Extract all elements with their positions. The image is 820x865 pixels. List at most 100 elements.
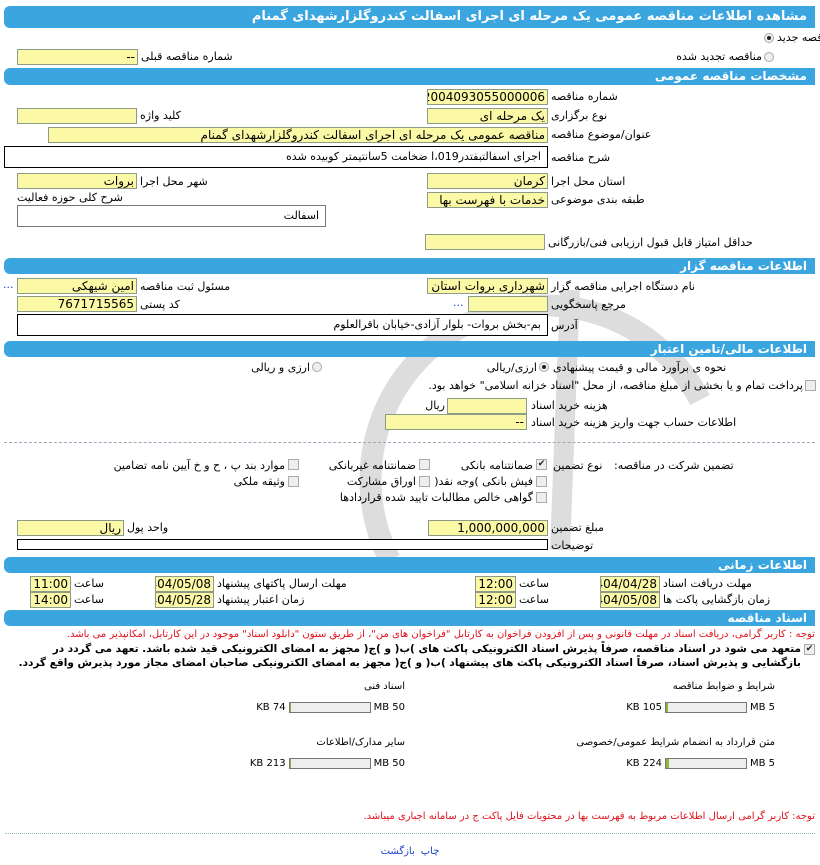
- commit-text-line1: متعهد می شود در اسناد مناقصه، صرفاً پذیر…: [52, 643, 801, 669]
- prev-number-field: --: [17, 49, 138, 65]
- radio-new-tender[interactable]: [764, 33, 774, 43]
- notes-field: [17, 539, 548, 550]
- submit-deadline-label: مهلت ارسال پاکتهای پیشنهاد: [217, 577, 347, 590]
- guarantee-property-checkbox[interactable]: [288, 476, 299, 487]
- file-max: 5 MB: [749, 702, 775, 713]
- reference-label: مرجع پاسخگویی: [551, 298, 626, 311]
- new-tender-label: مناقصه جدید: [777, 31, 820, 44]
- file-size: 74 KB: [256, 702, 286, 713]
- address-label: آدرس: [551, 319, 578, 332]
- guarantee-bank-checkbox[interactable]: ✔: [536, 459, 547, 470]
- reference-more-link[interactable]: ...: [453, 296, 464, 309]
- opening-time-field: 12:00: [475, 592, 516, 608]
- treasury-checkbox[interactable]: [805, 380, 816, 391]
- tender-desc-field: اجرای اسفالتبفتدر019،ا ضخامت 5سانتیمتر ک…: [4, 146, 548, 168]
- guarantee-option-label: گواهی خالص مطالبات تایید شده قراردادها: [339, 491, 533, 504]
- radio-currency-and-rial[interactable]: [312, 362, 322, 372]
- renewed-tender-label: مناقصه تجدید شده: [676, 50, 762, 63]
- registrar-more-link[interactable]: ...: [3, 278, 14, 291]
- file-size-bar: [664, 758, 747, 769]
- file-size-bar: [288, 702, 371, 713]
- tender-number-label: شماره مناقصه: [551, 90, 618, 103]
- guarantee-amount-field: 1,000,000,000: [428, 520, 548, 536]
- doc-cost-field: [447, 398, 527, 414]
- activity-label: شرح کلی حوزه فعالیت: [17, 191, 123, 204]
- tender-title-label: عنوان/موضوع مناقصه: [551, 128, 652, 141]
- doc-deadline-field: 1404/04/28: [600, 576, 660, 592]
- hour-label: ساعت: [74, 593, 104, 606]
- registrar-label: مسئول ثبت مناقصه: [140, 280, 231, 293]
- doc-cost-label: هزینه خرید اسناد: [531, 399, 608, 412]
- submit-deadline-field: 1404/05/08: [155, 576, 214, 592]
- guarantee-option-label: ضمانتنامه بانکی: [460, 459, 533, 472]
- doc-deadline-label: مهلت دریافت اسناد: [663, 577, 752, 590]
- postal-label: کد پستی: [140, 298, 180, 311]
- activity-field: اسفالت: [17, 205, 326, 227]
- commit-text-line2: صرفاً اسناد الکترونیکی پاکت های پیشنهاد …: [18, 657, 665, 669]
- file-item: متن قرارداد به انضمام شرایط عمومی/خصوصی …: [405, 736, 775, 792]
- hour-label: ساعت: [519, 593, 549, 606]
- address-field: بم-بخش بروات- بلوار آزادی-خیابان باقرالع…: [17, 314, 548, 336]
- guarantee-option-label: فیش بانکی )وجه نقد(: [434, 475, 533, 488]
- prev-number-label: شماره مناقصه قبلی: [141, 50, 233, 63]
- guarantee-cash-checkbox[interactable]: [536, 476, 547, 487]
- city-field: بروات: [17, 173, 137, 189]
- guarantee-clauses-checkbox[interactable]: [288, 459, 299, 470]
- file-max: 5 MB: [749, 758, 775, 769]
- file-size: 105 KB: [626, 702, 662, 713]
- min-score-field: [425, 234, 545, 250]
- min-score-label: حداقل امتیاز قابل قبول ارزیابی فنی/بازرگ…: [548, 236, 753, 249]
- validity-field: 1404/05/28: [155, 592, 214, 608]
- province-field: کرمان: [427, 173, 548, 189]
- account-label: اطلاعات حساب جهت واریز هزینه خرید اسناد: [531, 416, 737, 429]
- section-general: مشخصات مناقصه عمومی: [4, 68, 815, 85]
- guarantee-option-label: ضمانتنامه غیربانکی: [328, 459, 416, 472]
- radio-rial[interactable]: [539, 362, 549, 372]
- keyword-label: کلید واژه: [140, 109, 181, 122]
- opening-label: زمان بازگشایی پاکت ها: [663, 593, 771, 606]
- guarantee-receivables-checkbox[interactable]: [536, 492, 547, 503]
- guarantee-amount-label: مبلغ تضمین: [551, 521, 604, 534]
- divider: [5, 833, 815, 834]
- postal-field: 7671715565: [17, 296, 137, 312]
- file-item: اسناد فنی 50 MB 74 KB: [35, 680, 405, 736]
- currency-field: ریال: [17, 520, 124, 536]
- hour-label: ساعت: [519, 577, 549, 590]
- guarantee-option-label: موارد بند پ ، ح و خ آیین نامه تضامین: [113, 459, 285, 472]
- org-label: نام دستگاه اجرایی مناقصه گزار: [551, 280, 695, 293]
- category-label: طبقه بندی موضوعی: [551, 193, 645, 206]
- divider: [4, 442, 815, 443]
- tender-type-label: نوع برگزاری: [551, 109, 608, 122]
- reference-field: [468, 296, 548, 312]
- hour-label: ساعت: [74, 577, 104, 590]
- guarantee-option-label: وثیقه ملکی: [233, 475, 285, 488]
- validity-time-field: 14:00: [30, 592, 71, 608]
- tender-desc-label: شرح مناقصه: [551, 151, 611, 164]
- section-timing: اطلاعات زمانی: [4, 557, 815, 573]
- tender-number-field: 2004093055000006: [427, 89, 548, 105]
- footer-notice: توجه: کاربر گرامی ارسال اطلاعات مربوط به…: [363, 811, 815, 822]
- file-item: شرایط و ضوابط مناقصه 5 MB 105 KB: [405, 680, 775, 736]
- file-label: اسناد فنی: [364, 681, 405, 692]
- guarantee-nonbank-checkbox[interactable]: [419, 459, 430, 470]
- commit-checkbox[interactable]: ✔: [804, 644, 815, 655]
- commit-row: ✔ متعهد می شود در اسناد مناقصه، صرفاً پذ…: [5, 642, 815, 670]
- opening-field: 1404/05/08: [600, 592, 660, 608]
- estimate-label: نحوه ی برآورد مالی و قیمت پیشنهادی: [553, 361, 727, 374]
- documents-notice: توجه : کاربر گرامی، دریافت اسناد در مهلت…: [66, 629, 815, 640]
- file-list: شرایط و ضوابط مناقصه 5 MB 105 KB اسناد ف…: [5, 680, 815, 792]
- file-label: شرایط و ضوابط مناقصه: [672, 681, 775, 692]
- guarantee-bonds-checkbox[interactable]: [419, 476, 430, 487]
- keyword-field: [17, 108, 137, 124]
- guarantee-type-label: نوع تضمین: [553, 459, 603, 472]
- file-max: 50 MB: [373, 702, 405, 713]
- guarantee-label: تضمین شرکت در مناقصه:: [614, 459, 734, 472]
- file-max: 50 MB: [373, 758, 405, 769]
- city-label: شهر محل اجرا: [140, 175, 208, 188]
- treasury-text: پرداخت تمام و یا بخشی از مبلغ مناقصه، از…: [428, 379, 803, 392]
- currency-and-rial-label: ارزی و ریالی: [251, 361, 310, 374]
- notes-label: توضیحات: [551, 539, 594, 552]
- section-finance: اطلاعات مالی/تامین اعتبار: [4, 341, 815, 357]
- submit-deadline-time-field: 11:00: [30, 576, 71, 592]
- radio-renewed-tender[interactable]: [764, 52, 774, 62]
